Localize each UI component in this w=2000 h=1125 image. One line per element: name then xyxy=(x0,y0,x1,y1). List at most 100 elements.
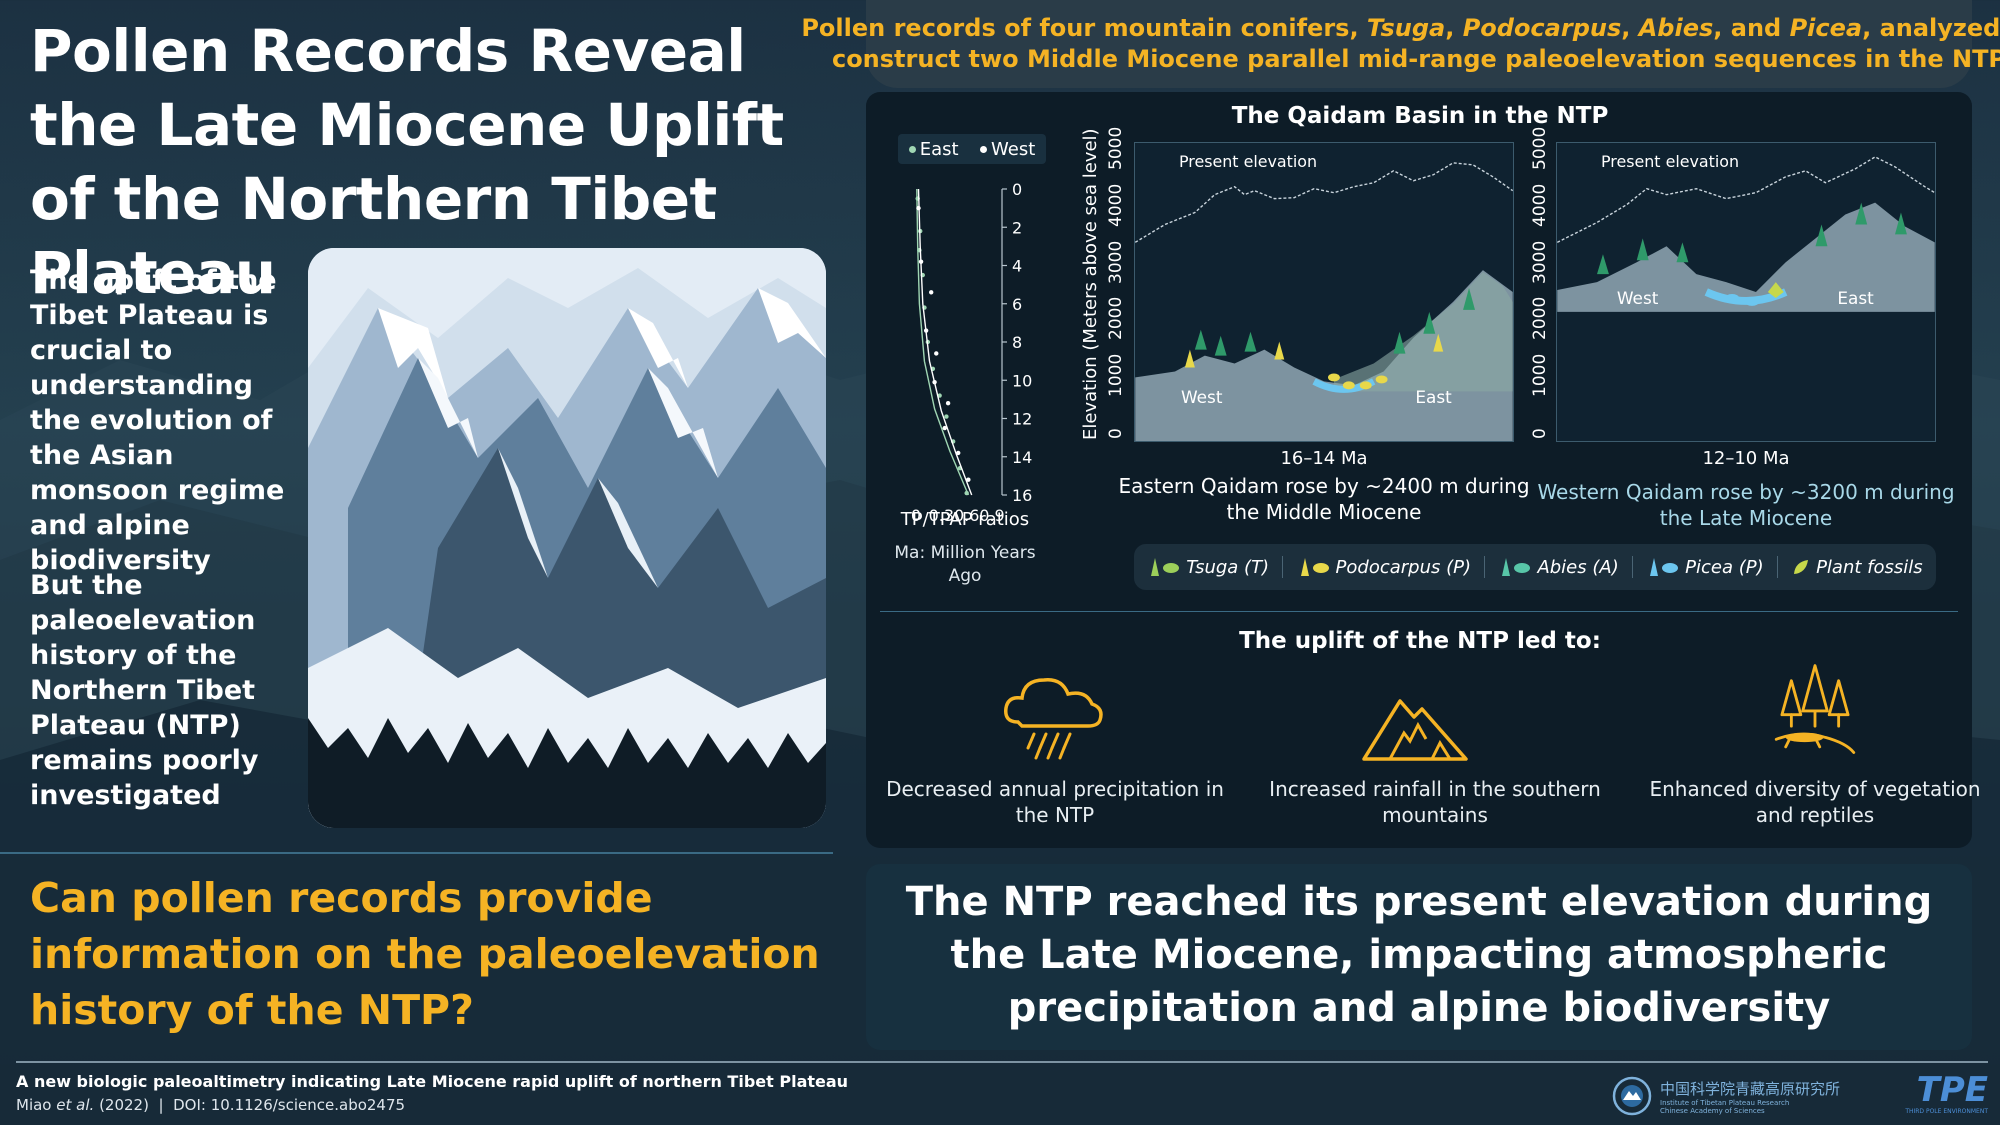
institute-name-en-2: Chinese Academy of Sciences xyxy=(1660,1106,1765,1115)
conifer-pollen-icon xyxy=(1502,558,1531,576)
east-panel-left-label: West xyxy=(1181,387,1223,407)
ratio-note: Ma: Million Years Ago xyxy=(894,543,1036,586)
west-panel-left-label: West xyxy=(1617,288,1659,308)
tpe-logo-subtext: THIRD POLE ENVIRONMENT xyxy=(1905,1108,1988,1115)
ratio-point-west xyxy=(923,328,929,333)
institute-emblem-icon xyxy=(1612,1076,1652,1116)
conifer-pollen-icon xyxy=(1650,558,1679,576)
elevation-tick-label: 5000 xyxy=(1530,126,1550,170)
ratio-point-east xyxy=(944,414,949,419)
elevation-tick-label: 3000 xyxy=(1106,240,1126,284)
effect-label-diversity: Enhanced diversity of vegetation and rep… xyxy=(1649,777,1981,827)
elevation-ticks-east: 0 1000 2000 3000 4000 5000 xyxy=(1106,127,1132,442)
conclusion-box xyxy=(866,864,1972,1050)
west-panel-caption: Western Qaidam rose by ~3200 m during th… xyxy=(1537,480,1955,530)
reference-authors: Miao xyxy=(16,1096,52,1114)
ratio-y-tick-label: 12 xyxy=(1012,410,1032,429)
reference-etal: et al. xyxy=(56,1096,95,1114)
legend-west: West xyxy=(980,139,1035,160)
ratio-y-tick-label: 8 xyxy=(1012,333,1022,352)
mountain-icon xyxy=(1362,699,1468,761)
ratio-y-tick-label: 4 xyxy=(1012,257,1022,276)
ratio-x-tick-label: 0.3 xyxy=(929,506,954,525)
elevation-tick-label: 4000 xyxy=(1106,183,1126,227)
elevation-ticks-west: 0 1000 2000 3000 4000 5000 xyxy=(1530,127,1556,442)
conclusion-text: The NTP reached its present elevation du… xyxy=(905,879,1933,1031)
intro-text-secondary: But the paleoelevation history of the No… xyxy=(30,570,259,811)
taxon-podocarpus: Podocarpus xyxy=(1462,14,1622,42)
ratio-y-tick-label: 10 xyxy=(1012,371,1032,390)
ratio-point-west xyxy=(916,205,921,211)
east-dot-icon xyxy=(908,146,916,153)
tpe-logo-text: TPE xyxy=(1916,1070,1988,1110)
pollen-legend: Tsuga (T) Podocarpus (P) Abies (A) Picea (P… xyxy=(1134,544,1936,590)
elevation-tick-label: 3000 xyxy=(1530,240,1550,284)
present-elevation-label-west: Present elevation xyxy=(1601,152,1739,171)
elevation-tick-label: 2000 xyxy=(1530,297,1550,341)
ratio-y-tick-label: 0 xyxy=(1012,180,1022,199)
pollen-legend-label: Abies (A) xyxy=(1537,556,1619,578)
taxon-picea: Picea xyxy=(1789,14,1863,42)
main-title: Pollen Records Reveal the Late Miocene U… xyxy=(30,17,784,307)
header-line-2: construct two Middle Miocene parallel mi… xyxy=(831,45,2000,73)
elevation-ylabel: Elevation (Meters above sea level) xyxy=(1080,128,1101,440)
east-panel-caption: Eastern Qaidam rose by ~2400 m during th… xyxy=(1118,474,1530,524)
reference-title: A new biologic paleoaltimetry indicating… xyxy=(16,1072,849,1091)
ratio-x-tick-label: 0.9 xyxy=(979,506,1004,525)
ratio-point-west xyxy=(934,351,939,356)
ratio-point-west xyxy=(942,425,947,431)
west-panel-right-label: East xyxy=(1837,288,1874,308)
institute-logo: 中国科学院青藏高原研究所 Institute of Tibetan Platea… xyxy=(1612,1074,1862,1118)
elevation-tick-label: 2000 xyxy=(1106,297,1126,341)
tree-lizard-icon xyxy=(1774,664,1856,754)
legend-separator xyxy=(1776,556,1778,578)
header-line-1: Pollen records of four mountain conifers… xyxy=(801,14,2000,42)
pollen-legend-label: Podocarpus (P) xyxy=(1335,556,1471,578)
conifer-pollen-icon xyxy=(1151,558,1180,576)
reference-doi: DOI: 10.1126/science.abo2475 xyxy=(173,1096,406,1114)
present-elevation-label-east: Present elevation xyxy=(1179,152,1317,171)
ratio-point-west xyxy=(966,477,971,482)
elevation-tick-label: 1000 xyxy=(1106,353,1126,398)
intro-text: The uplift of the Tibet Plateau is cruci… xyxy=(30,265,285,576)
reference-citation: Miao et al. (2022) | DOI: 10.1126/scienc… xyxy=(16,1096,405,1114)
conifer-pollen-icon xyxy=(1300,558,1329,576)
research-question: Can pollen records provide information o… xyxy=(30,874,820,1034)
rain-cloud-icon xyxy=(1004,678,1103,760)
pollen-legend-label: Tsuga (T) xyxy=(1186,556,1270,578)
legend-separator xyxy=(1631,556,1633,578)
left-divider xyxy=(0,852,833,854)
east-panel-right-label: East xyxy=(1415,387,1452,407)
west-panel-period: 12–10 Ma xyxy=(1702,448,1790,469)
ratio-trend-east xyxy=(916,188,970,496)
ratio-xlabel: TP/TPAP ratios xyxy=(900,509,1030,530)
east-elevation-panel: Present elevation West East xyxy=(1134,142,1514,442)
ratio-y-tick-label: 16 xyxy=(1012,486,1032,505)
pollen-legend-item: Tsuga (T) xyxy=(1147,556,1269,578)
pollen-legend-item: Plant fossils xyxy=(1791,557,1923,578)
tpe-logo: TPE THIRD POLE ENVIRONMENT xyxy=(1880,1072,1988,1116)
west-elevation-panel: Present elevation West East xyxy=(1556,142,1936,442)
uplift-title: The uplift of the NTP led to: xyxy=(1239,628,1601,654)
pollen-legend-label: Picea (P) xyxy=(1685,556,1764,578)
reference-year: (2022) xyxy=(99,1096,149,1114)
taxon-tsuga: Tsuga xyxy=(1366,14,1446,42)
ratio-point-west xyxy=(918,259,924,264)
elevation-tick-label: 1000 xyxy=(1530,353,1550,398)
ratio-x-tick-label: 0.6 xyxy=(954,506,979,525)
west-dot-icon xyxy=(980,146,987,153)
ratio-point-west xyxy=(945,401,951,406)
legend-east: East xyxy=(908,139,959,160)
legend-separator xyxy=(1484,556,1486,578)
section-divider xyxy=(880,611,1958,612)
ratio-y-tick-label: 14 xyxy=(1012,448,1032,467)
ratio-scatter-chart: 0 2 4 6 8 10 12 14 16 0 0.3 0.6 0.9 xyxy=(911,180,1032,525)
pollen-legend-item: Picea (P) xyxy=(1646,556,1764,578)
pollen-legend-item: Abies (A) xyxy=(1498,556,1619,578)
leaf-icon xyxy=(1794,560,1809,574)
institute-name-en-1: Institute of Tibetan Plateau Research xyxy=(1660,1098,1790,1107)
ratio-point-west xyxy=(929,290,934,295)
ratio-point-west xyxy=(956,450,961,456)
basin-title: The Qaidam Basin in the NTP xyxy=(1231,103,1609,129)
legend-separator xyxy=(1282,556,1284,578)
